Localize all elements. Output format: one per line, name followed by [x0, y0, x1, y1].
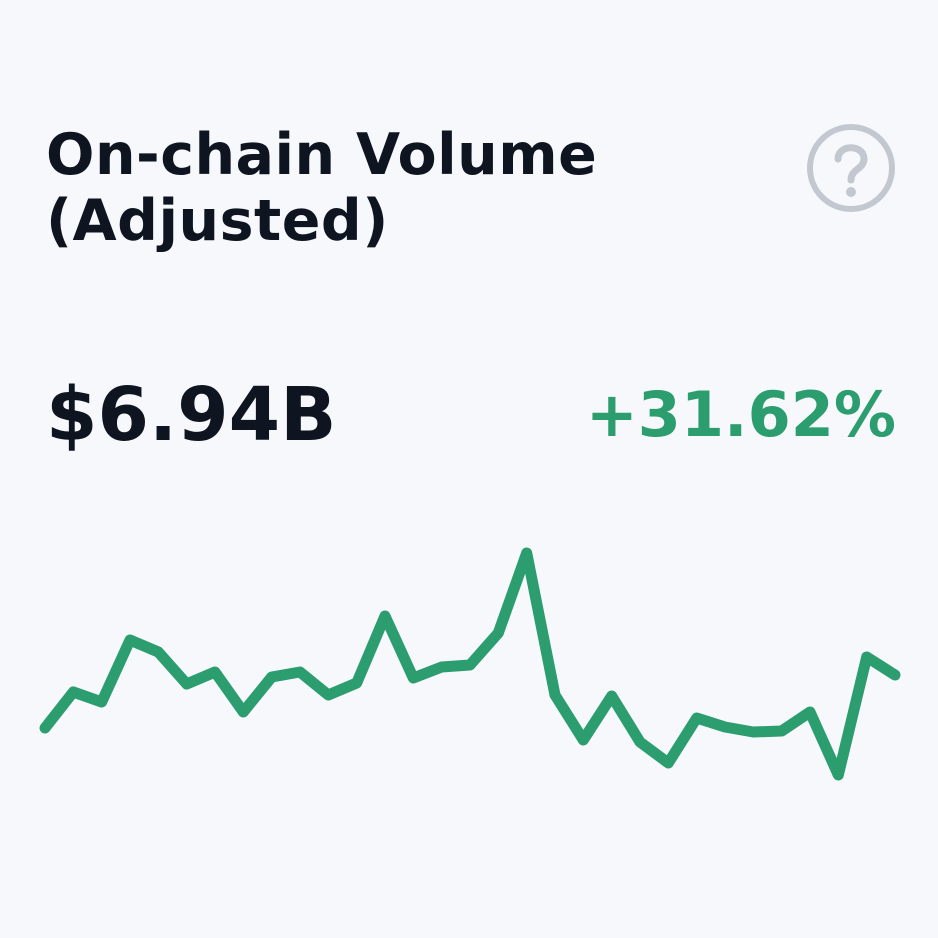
metric-change: +31.62% — [585, 378, 896, 451]
help-icon[interactable] — [805, 122, 897, 214]
card-title: On-chain Volume (Adjusted) — [46, 122, 598, 254]
metric-value: $6.94B — [46, 372, 337, 458]
sparkline-path — [39, 547, 901, 781]
